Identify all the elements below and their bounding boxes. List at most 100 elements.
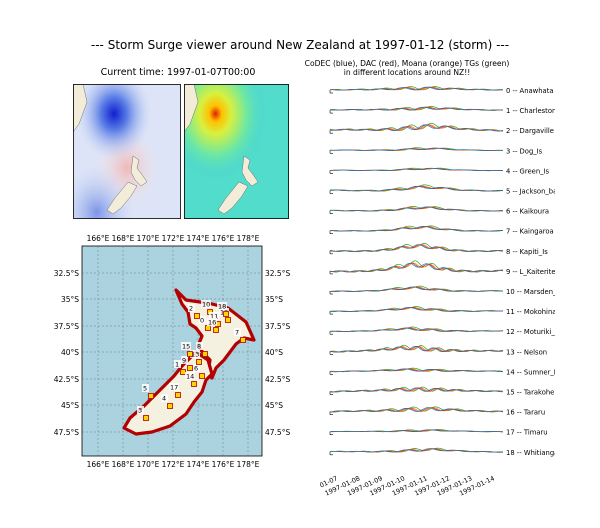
row-label: 11 -- Mokohinau_Is (506, 308, 555, 316)
timeseries-row: 16 -- Tararu (329, 406, 545, 417)
station-label: 1 (175, 361, 179, 369)
field-panel-left (73, 84, 181, 219)
lon-tick-label: 170°E (137, 234, 160, 243)
lat-tick-label: 35°S (61, 295, 79, 304)
row-label: 13 -- Nelson (506, 348, 547, 356)
lat-tick-label: 45°S (61, 401, 79, 410)
row-label: 8 -- Kapiti_Is (506, 248, 548, 256)
timeseries-row: 9 -- L_Kaiteriteri (329, 260, 555, 276)
nz-station-map: 0123456789101112131415161718 166°E168°E1… (54, 234, 291, 469)
timeseries-row: 15 -- Tarakohe (329, 386, 554, 397)
station-label-bg (234, 328, 241, 336)
station-label: 8 (197, 343, 201, 351)
station-marker[interactable] (213, 327, 219, 333)
series-line (329, 345, 504, 353)
timeseries-row: 7 -- Kaingaroa (329, 225, 554, 236)
timeseries-row: 14 -- Sumner_Head (329, 367, 555, 376)
station-marker[interactable] (202, 351, 208, 357)
timeseries-row: 2 -- Dargaville (329, 122, 554, 135)
station-label-bg (217, 302, 227, 310)
station-marker[interactable] (223, 311, 229, 317)
station-label: 11 (210, 313, 218, 321)
timeseries-row: 6 -- Kaikoura (329, 206, 549, 216)
station-marker[interactable] (194, 313, 200, 319)
station-label: 18 (218, 303, 226, 311)
station-label-bg (188, 304, 195, 312)
series-line (330, 147, 504, 151)
timeseries-row: 8 -- Kapiti_Is (329, 243, 548, 256)
timeseries-title: CoDEC (blue), DAC (red), Moana (orange) … (304, 59, 510, 77)
lat-tick-label: 40°S (61, 348, 79, 357)
station-label-bg (161, 394, 168, 402)
series-line (329, 124, 504, 132)
station-markers: 0123456789101112131415161718 (137, 300, 246, 421)
series-line (330, 448, 504, 453)
row-label: 17 -- Timaru (506, 429, 548, 437)
lat-tick-label: 40°S (265, 348, 283, 357)
lon-tick-label: 176°E (212, 460, 235, 469)
station-marker[interactable] (240, 337, 246, 343)
station-marker[interactable] (175, 392, 181, 398)
station-label: 6 (194, 365, 198, 373)
timeseries-row: 11 -- Mokohinau_Is (329, 306, 555, 316)
station-marker[interactable] (148, 393, 154, 399)
row-label: 0 -- Anawhata (506, 87, 554, 95)
row-label: 2 -- Dargaville (506, 127, 554, 135)
station-label-bg (207, 318, 217, 326)
timeseries-row: 10 -- Marsden_Point (329, 285, 555, 296)
series-line (329, 307, 504, 312)
station-label-bg (196, 342, 203, 350)
timeseries-row: 18 -- Whitianga_Wharf (329, 447, 555, 457)
timeseries-row: 0 -- Anawhata (329, 86, 554, 95)
row-label: 15 -- Tarakohe (506, 389, 554, 397)
series-line (329, 368, 503, 373)
station-label: 15 (182, 343, 190, 351)
page-title: --- Storm Surge viewer around New Zealan… (90, 38, 510, 52)
lon-tick-labels-top: 166°E 168°E 170°E 172°E 174°E 176°E 178°E (87, 234, 260, 243)
station-marker[interactable] (167, 403, 173, 409)
timeseries-row: 5 -- Jackson_bay (329, 184, 555, 196)
current-time-label: Current time: 1997-01-07T00:00 (100, 67, 256, 78)
field-panel-right (184, 84, 289, 219)
station-label: 0 (200, 317, 204, 325)
station-label-bg (185, 372, 195, 380)
station-label-bg (174, 360, 181, 368)
station-label-bg (142, 384, 149, 392)
series-line (329, 225, 504, 232)
lat-tick-label: 42.5°S (54, 375, 79, 384)
timeseries-row: 17 -- Timaru (329, 429, 548, 437)
station-marker[interactable] (143, 415, 149, 421)
station-marker[interactable] (187, 365, 193, 371)
station-label-bg (190, 350, 200, 358)
station-label: 10 (202, 301, 210, 309)
series-line (329, 106, 504, 111)
series-line (330, 206, 503, 212)
lat-tick-label: 32.5°S (54, 269, 79, 278)
station-marker[interactable] (180, 369, 186, 375)
station-marker[interactable] (187, 351, 193, 357)
station-label-bg (193, 364, 200, 372)
timeseries-row: 12 -- Moturiki_Is (329, 326, 555, 336)
series-line (329, 429, 504, 433)
lon-tick-label: 178°E (237, 234, 260, 243)
station-marker[interactable] (199, 373, 205, 379)
series-line (329, 244, 504, 252)
lon-tick-label: 174°E (187, 460, 210, 469)
row-label: 7 -- Kaingaroa (506, 228, 554, 236)
lon-tick-label: 172°E (162, 234, 185, 243)
lat-tick-labels-right: 32.5°S 35°S 37.5°S 40°S 42.5°S 45°S 47.5°S (265, 269, 290, 437)
station-label: 3 (138, 407, 142, 415)
station-label-bg (169, 383, 179, 391)
station-marker[interactable] (191, 381, 197, 387)
series-line (329, 185, 504, 192)
lat-tick-label: 35°S (265, 295, 283, 304)
station-marker[interactable] (225, 317, 231, 323)
station-label: 7 (235, 329, 239, 337)
series-line (329, 387, 503, 393)
station-marker[interactable] (196, 359, 202, 365)
lon-tick-label: 166°E (87, 234, 110, 243)
station-label: 2 (189, 305, 193, 313)
series-line (329, 286, 504, 292)
timeseries-row: 3 -- Dog_Is (329, 147, 543, 155)
station-label: 16 (208, 319, 216, 327)
